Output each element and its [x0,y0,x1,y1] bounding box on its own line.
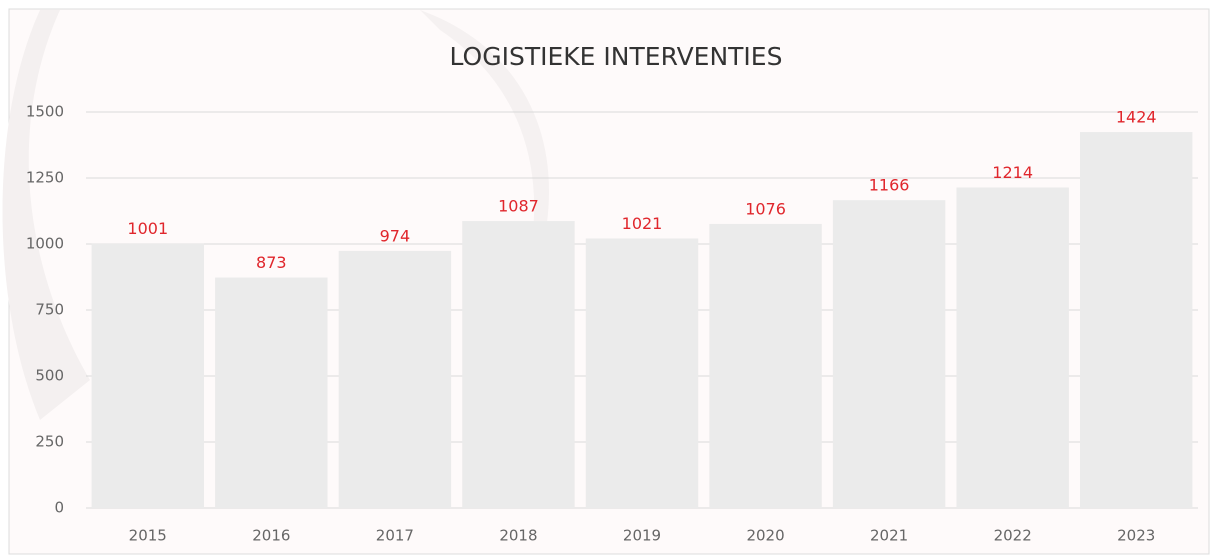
bar [709,223,822,508]
value-label: 974 [380,226,411,245]
value-label: 1001 [127,219,168,238]
value-label: 1214 [992,163,1033,182]
value-label: 1166 [869,176,910,195]
x-tick-label: 2022 [994,527,1032,545]
y-tick-label: 500 [35,367,64,385]
y-tick-label: 0 [54,499,64,517]
y-tick-label: 250 [35,433,64,451]
x-tick-label: 2017 [376,527,414,545]
value-label: 1076 [745,199,786,218]
x-tick-label: 2016 [252,527,290,545]
bar [832,200,946,508]
x-tick-label: 2023 [1117,527,1155,545]
x-tick-label: 2020 [746,527,784,545]
bar [91,243,204,508]
x-tick-label: 2021 [870,527,908,545]
bar [215,277,328,508]
bar [462,221,575,509]
chart-title: LOGISTIEKE INTERVENTIES [450,42,783,71]
bar [338,250,452,508]
bar [956,187,1069,508]
x-tick-label: 2018 [499,527,537,545]
x-tick-label: 2015 [129,527,167,545]
bar [585,238,699,508]
value-label: 873 [256,253,287,272]
x-tick-label: 2019 [623,527,661,545]
y-tick-label: 1000 [26,235,64,253]
value-label: 1087 [498,197,539,216]
y-tick-label: 1500 [26,103,64,121]
background-swoosh [420,10,550,400]
y-tick-label: 1250 [26,169,64,187]
background-swoosh [2,10,90,420]
value-label: 1021 [622,214,663,233]
bar [1080,132,1193,508]
y-tick-label: 750 [35,301,64,319]
value-label: 1424 [1116,108,1157,127]
